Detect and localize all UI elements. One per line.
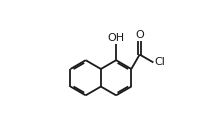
Text: O: O: [135, 30, 144, 40]
Text: Cl: Cl: [155, 57, 166, 67]
Text: OH: OH: [107, 33, 125, 43]
